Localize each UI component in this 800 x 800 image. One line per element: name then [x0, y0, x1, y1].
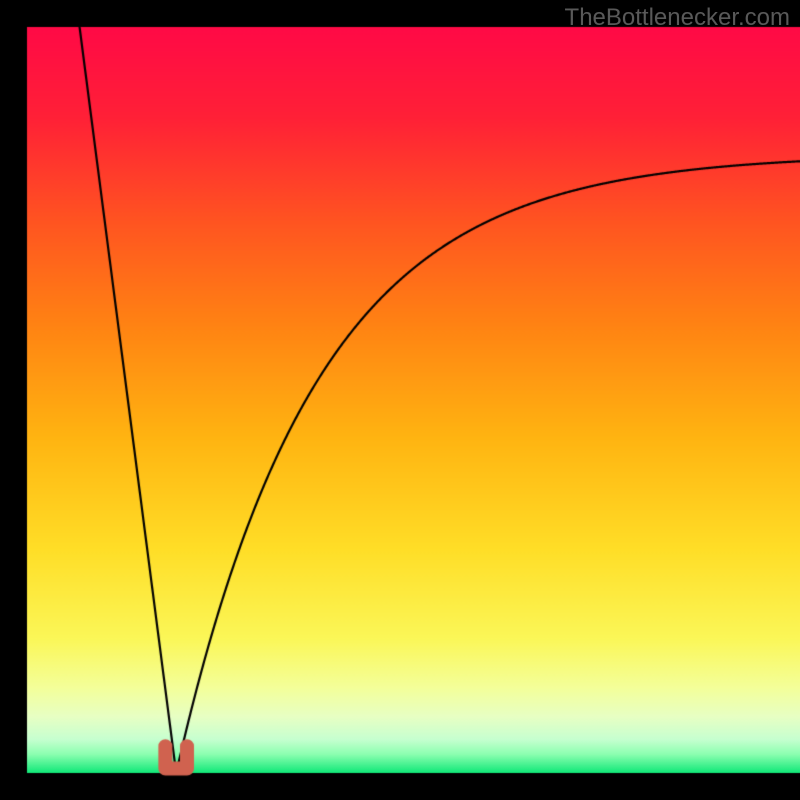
bottleneck-curve — [0, 0, 800, 800]
